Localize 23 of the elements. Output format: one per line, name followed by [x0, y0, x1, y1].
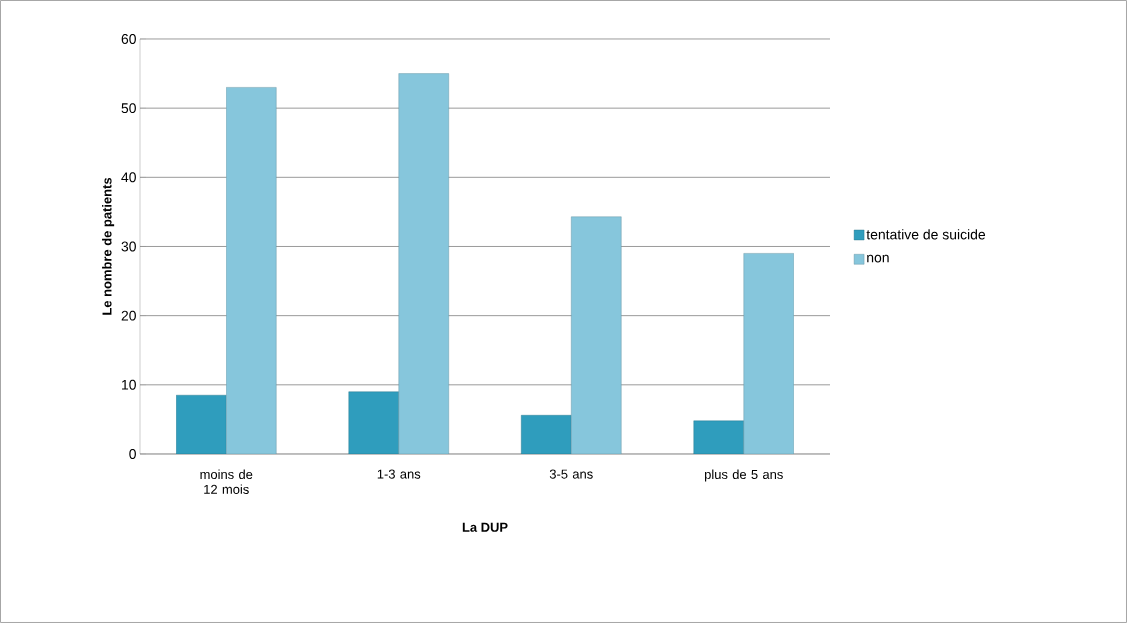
y-axis-title: Le nombre de patients [102, 177, 115, 315]
legend-label: tentative de suicide [866, 229, 986, 240]
y-tick-label: 50 [121, 103, 136, 114]
x-tick-label: moins de 12 mois [200, 469, 253, 494]
y-tick-label: 60 [121, 34, 136, 44]
x-axis-title: La DUP [462, 522, 508, 532]
y-tick-label: 20 [121, 310, 136, 321]
bar [693, 420, 744, 454]
y-tick-label: 10 [122, 379, 136, 390]
x-tick-label: 3-5 ans [549, 469, 593, 479]
bar [398, 73, 449, 454]
legend-label: non [867, 254, 889, 263]
y-tick-label: 40 [121, 172, 136, 183]
bar [348, 391, 399, 454]
bar [743, 253, 794, 454]
x-tick-label: plus de 5 ans [704, 469, 783, 482]
y-tick-label: 0 [129, 449, 136, 459]
bar [571, 216, 622, 454]
bar [521, 415, 572, 454]
y-tick-label: 30 [121, 241, 136, 252]
bar [176, 394, 227, 454]
x-tick-label: 1-3 ans [377, 469, 421, 479]
bar [226, 87, 277, 454]
